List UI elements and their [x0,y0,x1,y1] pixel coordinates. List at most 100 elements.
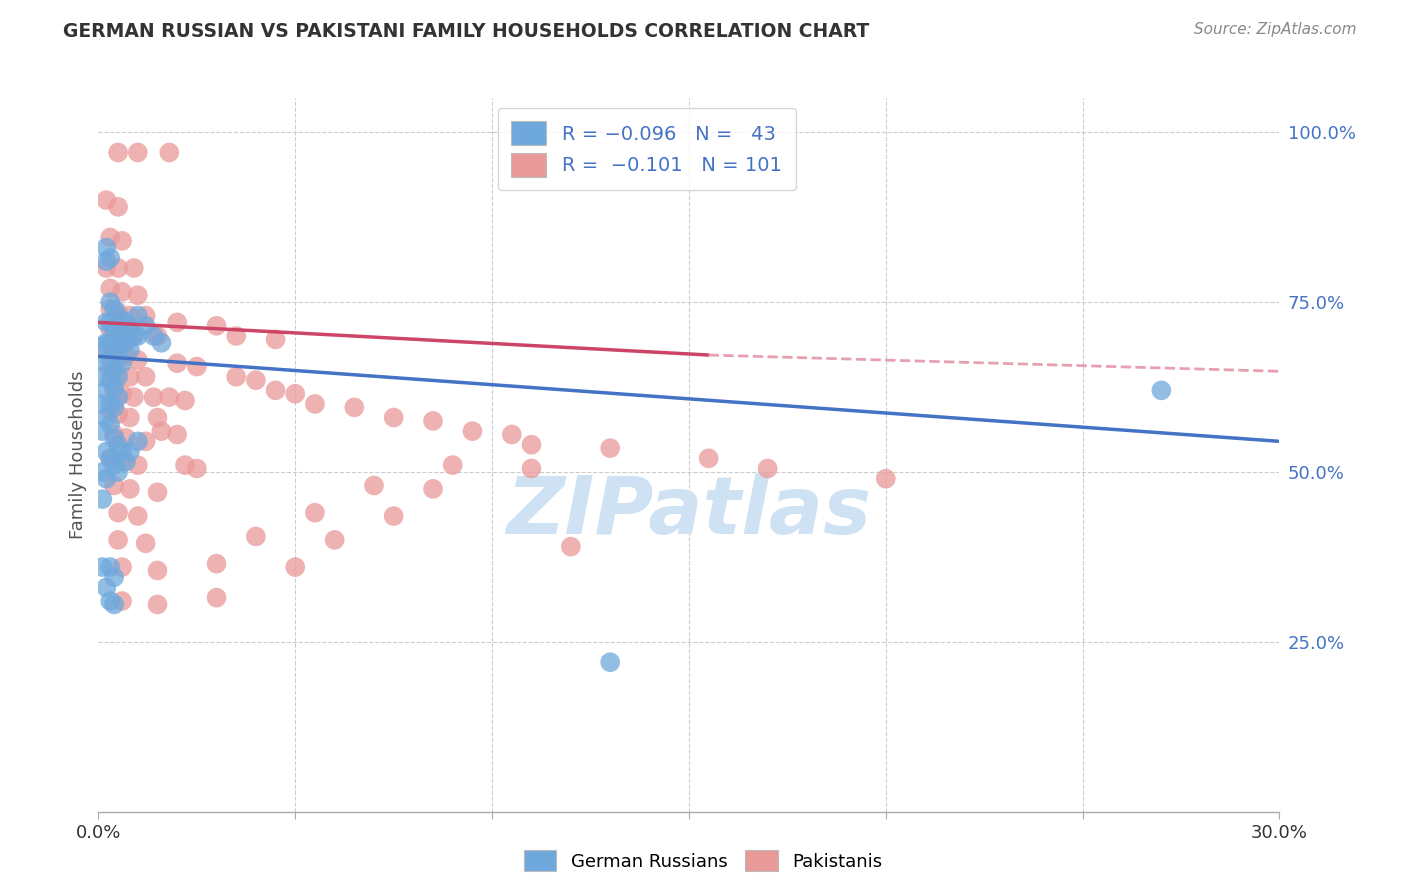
Point [363,478,385,492]
Point [166,356,188,370]
Point [98,251,121,265]
Point [284,560,307,574]
Point [96,356,118,370]
Point [115,335,138,350]
Point [225,329,247,343]
Point [118,482,141,496]
Point [135,434,157,449]
Legend: R = −0.096   N =   43, R =  −0.101   N = 101: R = −0.096 N = 43, R = −0.101 N = 101 [498,108,796,190]
Text: GERMAN RUSSIAN VS PAKISTANI FAMILY HOUSEHOLDS CORRELATION CHART: GERMAN RUSSIAN VS PAKISTANI FAMILY HOUSE… [63,22,869,41]
Point [103,346,125,360]
Point [107,200,129,214]
Point [135,369,157,384]
Point [186,359,208,374]
Point [103,431,125,445]
Point [103,384,125,398]
Point [103,322,125,336]
Point [96,193,118,207]
Point [323,533,346,547]
Point [111,356,134,370]
Point [135,318,157,333]
Point [111,455,134,469]
Point [157,390,180,404]
Point [111,315,134,329]
Y-axis label: Family Households: Family Households [69,371,87,539]
Point [697,451,720,466]
Point [96,260,118,275]
Point [146,564,169,578]
Point [111,386,134,401]
Point [461,424,484,438]
Point [107,438,129,452]
Point [304,397,326,411]
Point [264,332,287,346]
Point [118,444,141,458]
Point [118,410,141,425]
Point [111,326,134,340]
Point [1150,384,1173,398]
Point [118,343,141,357]
Point [91,465,114,479]
Point [245,373,267,387]
Point [96,444,118,458]
Point [157,145,180,160]
Point [107,465,129,479]
Point [107,367,129,381]
Point [98,397,121,411]
Point [122,329,145,343]
Point [115,350,138,364]
Point [520,438,543,452]
Point [98,373,121,387]
Point [98,560,121,574]
Point [107,506,129,520]
Point [91,397,114,411]
Point [98,230,121,244]
Point [118,322,141,336]
Point [115,315,138,329]
Point [103,380,125,394]
Point [166,427,188,442]
Point [111,285,134,299]
Point [98,335,121,350]
Point [135,309,157,323]
Point [103,401,125,415]
Point [127,288,149,302]
Point [422,482,444,496]
Point [96,254,118,268]
Point [245,529,267,543]
Legend: German Russians, Pakistanis: German Russians, Pakistanis [516,843,890,879]
Point [107,329,129,343]
Point [422,414,444,428]
Point [98,322,121,336]
Point [96,241,118,255]
Point [96,315,118,329]
Point [264,384,287,398]
Point [127,309,149,323]
Point [304,506,326,520]
Point [135,536,157,550]
Point [107,407,129,421]
Point [103,343,125,357]
Point [111,560,134,574]
Point [127,434,149,449]
Point [174,458,197,472]
Point [205,557,228,571]
Point [103,301,125,316]
Point [142,390,165,404]
Text: ZIPatlas: ZIPatlas [506,473,872,551]
Point [107,350,129,364]
Point [122,390,145,404]
Point [107,305,129,319]
Point [127,145,149,160]
Point [225,369,247,384]
Point [146,410,169,425]
Point [343,401,366,415]
Point [98,451,121,466]
Point [122,329,145,343]
Point [91,339,114,353]
Point [166,315,188,329]
Point [107,260,129,275]
Point [205,318,228,333]
Point [98,352,121,367]
Point [111,335,134,350]
